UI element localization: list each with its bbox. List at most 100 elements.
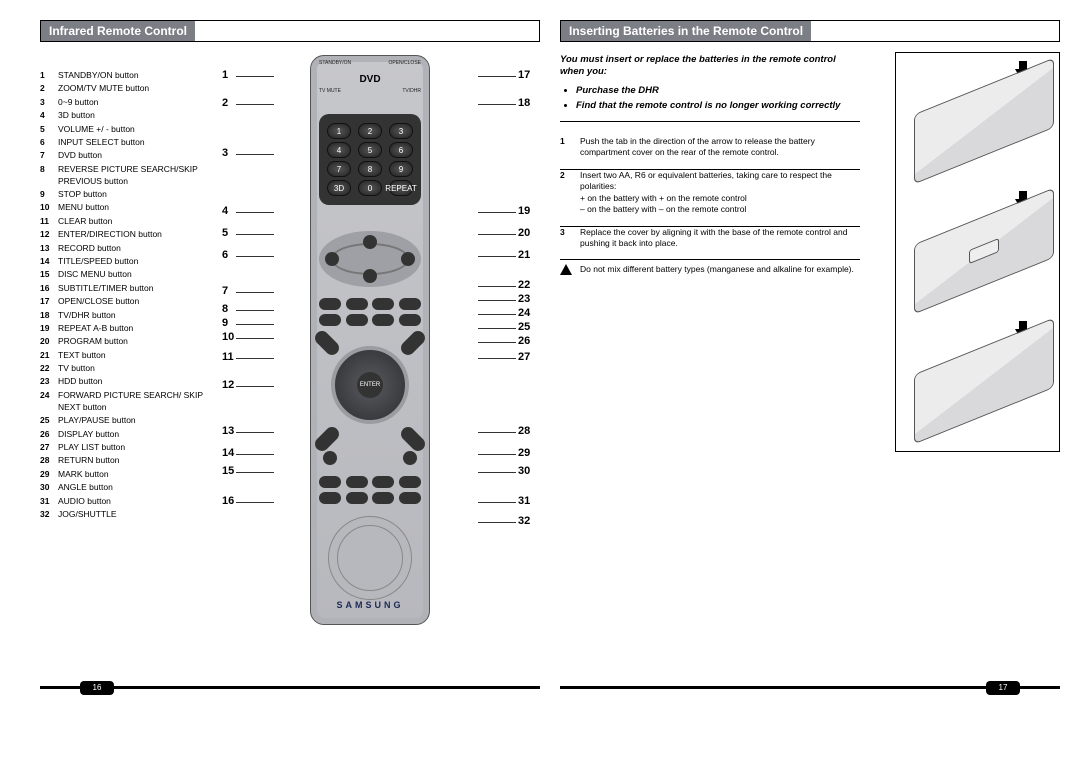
callout-18: 18	[518, 97, 530, 109]
legend-label: 3D button	[58, 110, 220, 122]
legend-row: 16SUBTITLE/TIMER button	[40, 283, 220, 295]
title-bar-left: Infrared Remote Control	[40, 20, 540, 42]
legend-row: 13RECORD button	[40, 243, 220, 255]
legend-row: 8REVERSE PICTURE SEARCH/SKIP PREVIOUS bu…	[40, 164, 220, 188]
title-left: Infrared Remote Control	[41, 21, 195, 41]
battery-illustration-box	[895, 52, 1060, 452]
page-number-right: 17	[986, 681, 1020, 695]
intro-text: You must insert or replace the batteries…	[560, 54, 860, 79]
legend-number: 1	[40, 70, 58, 82]
callout-28: 28	[518, 425, 530, 437]
numpad-key: 5	[358, 142, 382, 158]
battery-panel-3	[904, 321, 1051, 441]
lbl-tvmute: TV MUTE	[319, 88, 341, 94]
numpad-key: 7	[327, 161, 351, 177]
callout-7: 7	[222, 285, 228, 297]
callout-8: 8	[222, 303, 228, 315]
rec-button-icon	[323, 451, 337, 465]
callout-30: 30	[518, 465, 530, 477]
dvd-logo: DVD	[311, 74, 429, 85]
legend-label: FORWARD PICTURE SEARCH/ SKIP NEXT button	[58, 390, 220, 414]
numpad-key: 2	[358, 123, 382, 139]
legend-label: DVD button	[58, 150, 220, 162]
legend-number: 27	[40, 442, 58, 454]
intro-sublist: Purchase the DHRFind that the remote con…	[560, 85, 860, 111]
callout-31: 31	[518, 495, 530, 507]
legend-row: 2ZOOM/TV MUTE button	[40, 83, 220, 95]
step-text: Insert two AA, R6 or equivalent batterie…	[580, 170, 860, 216]
legend-label: MENU button	[58, 202, 220, 214]
numpad: 1234567893D0REPEAT	[319, 114, 421, 205]
legend-row: 11CLEAR button	[40, 216, 220, 228]
callout-1: 1	[222, 69, 228, 81]
legend-row: 30ANGLE button	[40, 482, 220, 494]
legend-number: 20	[40, 336, 58, 348]
legend-label: OPEN/CLOSE button	[58, 296, 220, 308]
legend-number: 18	[40, 310, 58, 322]
legend-label: ENTER/DIRECTION button	[58, 229, 220, 241]
legend-label: HDD button	[58, 376, 220, 388]
legend-number: 7	[40, 150, 58, 162]
legend-number: 16	[40, 283, 58, 295]
legend-label: PROGRAM button	[58, 336, 220, 348]
legend-label: PLAY LIST button	[58, 442, 220, 454]
legend-label: CLEAR button	[58, 216, 220, 228]
legend-label: MARK button	[58, 469, 220, 481]
lbl-openclose: OPEN/CLOSE	[388, 60, 421, 66]
numpad-key: 3	[389, 123, 413, 139]
legend-label: DISPLAY button	[58, 429, 220, 441]
callout-6: 6	[222, 249, 228, 261]
callout-24: 24	[518, 307, 530, 319]
legend-label: ZOOM/TV MUTE button	[58, 83, 220, 95]
legend-row: 14TITLE/SPEED button	[40, 256, 220, 268]
legend-number: 22	[40, 363, 58, 375]
legend-number: 19	[40, 323, 58, 335]
legend-number: 12	[40, 229, 58, 241]
legend-row: 5VOLUME +/ - button	[40, 124, 220, 136]
callout-2: 2	[222, 97, 228, 109]
legend-number: 3	[40, 97, 58, 109]
title-right: Inserting Batteries in the Remote Contro…	[561, 21, 811, 41]
legend-number: 14	[40, 256, 58, 268]
transport-row	[319, 298, 421, 330]
callout-13: 13	[222, 425, 234, 437]
battery-panel-1	[904, 61, 1051, 181]
callout-23: 23	[518, 293, 530, 305]
note-row: Do not mix different battery types (mang…	[560, 264, 860, 275]
legend-row: 1STANDBY/ON button	[40, 70, 220, 82]
callout-14: 14	[222, 447, 234, 459]
legend-label: REVERSE PICTURE SEARCH/SKIP PREVIOUS but…	[58, 164, 220, 188]
legend-number: 23	[40, 376, 58, 388]
legend-number: 10	[40, 202, 58, 214]
legend-row: 12ENTER/DIRECTION button	[40, 229, 220, 241]
step-number: 2	[560, 170, 580, 216]
legend-label: TEXT button	[58, 350, 220, 362]
page-right: Inserting Batteries in the Remote Contro…	[560, 20, 1060, 700]
lower-grid	[319, 476, 421, 508]
callout-29: 29	[518, 447, 530, 459]
callout-5: 5	[222, 227, 228, 239]
callout-32: 32	[518, 515, 530, 527]
battery-panel-2	[904, 191, 1051, 311]
legend-row: 25PLAY/PAUSE button	[40, 415, 220, 427]
legend-number: 15	[40, 269, 58, 281]
direction-wheel	[311, 336, 429, 446]
legend-row: 31AUDIO button	[40, 496, 220, 508]
numpad-key: 6	[389, 142, 413, 158]
legend-number: 2	[40, 83, 58, 95]
legend-row: 29MARK button	[40, 469, 220, 481]
legend-number: 21	[40, 350, 58, 362]
legend-number: 24	[40, 390, 58, 414]
sublist-item: Purchase the DHR	[576, 85, 860, 96]
step-text: Push the tab in the direction of the arr…	[580, 136, 860, 159]
legend-label: PLAY/PAUSE button	[58, 415, 220, 427]
numpad-key: 4	[327, 142, 351, 158]
step-row: 1Push the tab in the direction of the ar…	[560, 136, 860, 159]
callout-3: 3	[222, 147, 228, 159]
step-row: 2Insert two AA, R6 or equivalent batteri…	[560, 170, 860, 216]
callout-22: 22	[518, 279, 530, 291]
button-legend-list: 1STANDBY/ON button2ZOOM/TV MUTE button 30…	[40, 70, 220, 522]
numpad-key: 0	[358, 180, 382, 196]
step-number: 1	[560, 136, 580, 159]
step-row: 3Replace the cover by aligning it with t…	[560, 227, 860, 250]
